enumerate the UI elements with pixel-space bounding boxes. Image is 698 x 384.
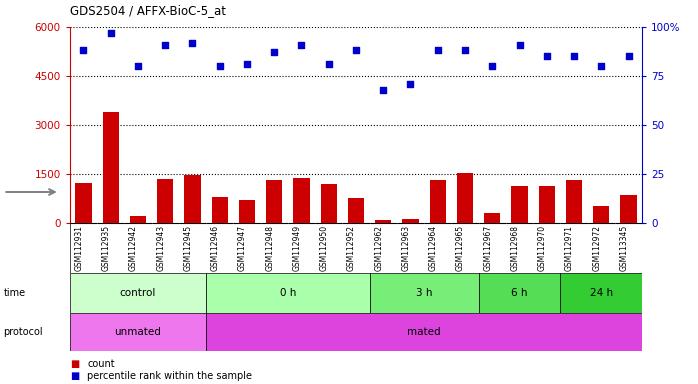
- Bar: [266, 180, 283, 223]
- Text: count: count: [87, 359, 115, 369]
- Point: [623, 53, 634, 59]
- Bar: [566, 180, 582, 223]
- Point: [78, 47, 89, 53]
- Point: [214, 63, 225, 69]
- Text: time: time: [3, 288, 26, 298]
- Text: GSM112970: GSM112970: [537, 225, 547, 271]
- Text: GSM112946: GSM112946: [211, 225, 220, 271]
- Bar: [206, 313, 642, 351]
- Bar: [293, 178, 310, 223]
- Point: [105, 30, 117, 36]
- Point: [595, 63, 607, 69]
- Point: [187, 40, 198, 46]
- Text: GSM112935: GSM112935: [102, 225, 111, 271]
- Bar: [560, 273, 642, 313]
- Point: [269, 49, 280, 55]
- Text: GSM112971: GSM112971: [565, 225, 574, 271]
- Bar: [429, 180, 446, 223]
- Bar: [70, 273, 206, 313]
- Point: [432, 47, 443, 53]
- Bar: [211, 197, 228, 223]
- Point: [568, 53, 579, 59]
- Bar: [370, 273, 479, 313]
- Text: control: control: [120, 288, 156, 298]
- Text: percentile rank within the sample: percentile rank within the sample: [87, 371, 252, 381]
- Bar: [402, 219, 419, 223]
- Point: [350, 47, 362, 53]
- Bar: [375, 220, 392, 223]
- Text: GSM112948: GSM112948: [265, 225, 274, 271]
- Text: GSM112931: GSM112931: [75, 225, 84, 271]
- Bar: [70, 313, 206, 351]
- Bar: [103, 113, 119, 223]
- Text: GSM112942: GSM112942: [129, 225, 138, 271]
- Bar: [456, 173, 473, 223]
- Bar: [320, 184, 337, 223]
- Text: unmated: unmated: [114, 327, 161, 337]
- Point: [296, 41, 307, 48]
- Point: [160, 41, 171, 48]
- Text: mated: mated: [408, 327, 441, 337]
- Point: [459, 47, 470, 53]
- Bar: [593, 206, 609, 223]
- Text: GSM112964: GSM112964: [429, 225, 438, 271]
- Text: GSM112945: GSM112945: [184, 225, 193, 271]
- Text: GSM112947: GSM112947: [238, 225, 247, 271]
- Text: 0 h: 0 h: [280, 288, 296, 298]
- Text: GSM112967: GSM112967: [483, 225, 492, 271]
- Text: protocol: protocol: [3, 327, 43, 337]
- Point: [242, 61, 253, 67]
- Point: [405, 81, 416, 87]
- Bar: [184, 175, 200, 223]
- Text: GSM112950: GSM112950: [320, 225, 329, 271]
- Text: GSM112962: GSM112962: [374, 225, 383, 271]
- Point: [541, 53, 552, 59]
- Text: GSM112965: GSM112965: [456, 225, 465, 271]
- Bar: [157, 179, 173, 223]
- Text: ■: ■: [70, 371, 79, 381]
- Text: GSM113345: GSM113345: [620, 225, 628, 271]
- Text: GSM112943: GSM112943: [156, 225, 165, 271]
- Bar: [239, 200, 255, 223]
- Bar: [621, 195, 637, 223]
- Bar: [484, 213, 500, 223]
- Point: [323, 61, 334, 67]
- Text: ■: ■: [70, 359, 79, 369]
- Bar: [130, 216, 146, 223]
- Point: [514, 41, 525, 48]
- Text: 3 h: 3 h: [416, 288, 432, 298]
- Text: 6 h: 6 h: [511, 288, 528, 298]
- Text: GSM112949: GSM112949: [292, 225, 302, 271]
- Text: GDS2504 / AFFX-BioC-5_at: GDS2504 / AFFX-BioC-5_at: [70, 4, 225, 17]
- Text: GSM112952: GSM112952: [347, 225, 356, 271]
- Point: [487, 63, 498, 69]
- Text: GSM112972: GSM112972: [593, 225, 601, 271]
- Bar: [539, 185, 555, 223]
- Bar: [206, 273, 370, 313]
- Text: GSM112963: GSM112963: [401, 225, 410, 271]
- Bar: [348, 198, 364, 223]
- Text: GSM112968: GSM112968: [510, 225, 519, 271]
- Point: [133, 63, 144, 69]
- Bar: [75, 182, 91, 223]
- Text: 24 h: 24 h: [590, 288, 613, 298]
- Bar: [512, 185, 528, 223]
- Bar: [479, 273, 560, 313]
- Point: [378, 86, 389, 93]
